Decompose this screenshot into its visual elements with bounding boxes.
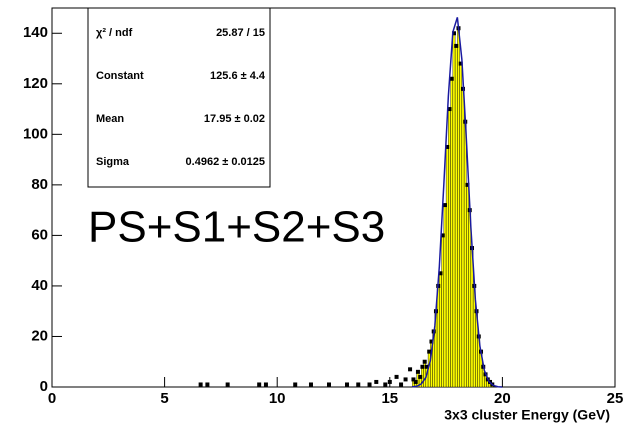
- data-point: [440, 233, 445, 238]
- bar: [443, 204, 447, 388]
- annotation: PS+S1+S2+S3: [88, 203, 385, 252]
- x-tick-label: 20: [494, 390, 511, 407]
- stats-name: Sigma: [96, 156, 130, 168]
- data-point: [345, 382, 350, 387]
- stats-name: Mean: [96, 113, 124, 125]
- y-tick-label: 40: [31, 277, 48, 294]
- data-point: [415, 369, 420, 374]
- x-axis-label: 3x3 cluster Energy (GeV): [444, 407, 610, 423]
- stats-value: 0.4962 ± 0.0125: [186, 156, 265, 168]
- x-tick-label: 25: [607, 390, 624, 407]
- x-tick-label: 15: [381, 390, 398, 407]
- data-point: [429, 339, 434, 344]
- data-point: [449, 76, 454, 81]
- x-tick-label: 0: [48, 390, 56, 407]
- data-point: [420, 364, 425, 369]
- data-point: [454, 43, 459, 48]
- data-point: [326, 382, 331, 387]
- data-point: [356, 382, 361, 387]
- data-point: [374, 379, 379, 384]
- bar: [452, 33, 456, 388]
- stats-value: 125.6 ± 4.4: [210, 70, 266, 82]
- data-point: [422, 359, 427, 364]
- data-point: [394, 374, 399, 379]
- data-point: [427, 349, 432, 354]
- data-point: [458, 61, 463, 66]
- y-tick-label: 80: [31, 176, 48, 193]
- bar: [450, 78, 454, 388]
- x-tick-label: 10: [269, 390, 286, 407]
- bar: [468, 209, 472, 388]
- bar: [454, 45, 458, 388]
- stats-box: [87, 7, 271, 188]
- stats-name: Constant: [96, 70, 144, 82]
- fit-curve: [412, 17, 503, 388]
- data-point: [403, 377, 408, 382]
- stats-value: 17.95 ± 0.02: [204, 113, 265, 125]
- data-point: [263, 382, 268, 387]
- data-point: [424, 364, 429, 369]
- data-point: [447, 107, 452, 112]
- y-tick-label: 60: [31, 226, 48, 243]
- bar: [459, 63, 463, 388]
- stats-name: χ² / ndf: [96, 27, 133, 39]
- data-point: [399, 382, 404, 387]
- y-tick-label: 0: [40, 378, 48, 395]
- data-point: [225, 382, 230, 387]
- stats-value: 25.87 / 15: [216, 27, 265, 39]
- bar: [463, 121, 467, 388]
- data-point: [451, 31, 456, 36]
- data-point: [413, 379, 418, 384]
- data-point: [418, 374, 423, 379]
- data-point: [438, 271, 443, 276]
- data-point: [308, 382, 313, 387]
- bar: [466, 184, 469, 388]
- data-point: [383, 382, 388, 387]
- y-tick-label: 20: [31, 327, 48, 344]
- bar: [448, 108, 451, 388]
- data-point: [367, 382, 372, 387]
- y-tick-label: 140: [23, 24, 48, 41]
- data-point: [293, 382, 298, 387]
- y-tick-label: 120: [23, 75, 48, 92]
- data-point: [205, 382, 210, 387]
- bar: [439, 273, 442, 388]
- bar: [441, 235, 445, 388]
- data-point: [411, 377, 416, 382]
- data-point: [198, 382, 203, 387]
- x-tick-label: 5: [160, 390, 168, 407]
- bar: [457, 28, 460, 388]
- bar: [445, 146, 449, 388]
- data-point: [408, 367, 413, 372]
- data-point: [442, 203, 447, 208]
- bar: [461, 88, 465, 388]
- data-point: [445, 144, 450, 149]
- data-point: [465, 182, 470, 187]
- y-tick-label: 100: [23, 125, 48, 142]
- data-point: [257, 382, 262, 387]
